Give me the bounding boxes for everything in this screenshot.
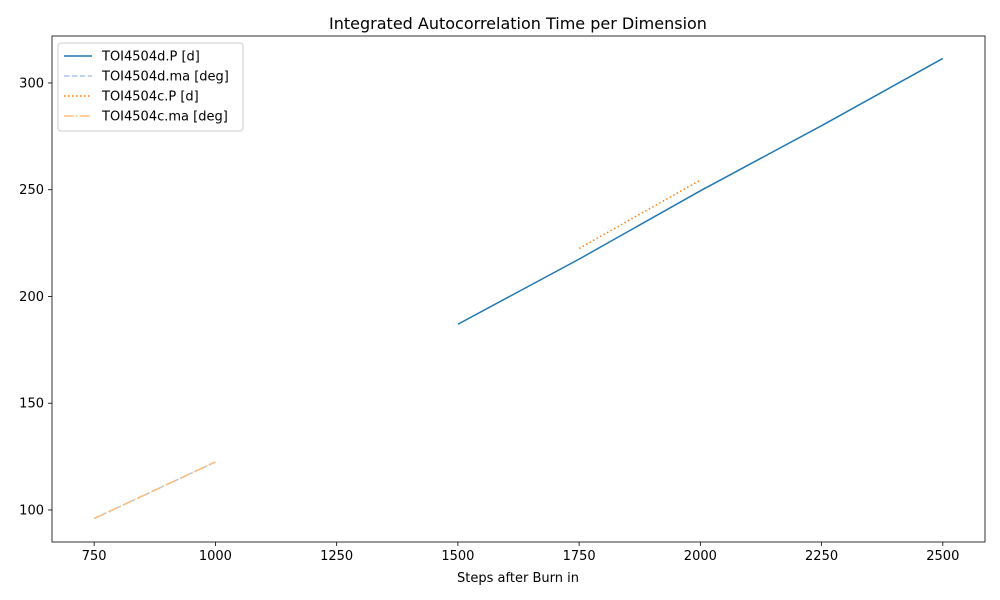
y-tick-label: 250 xyxy=(19,183,44,198)
series-layer xyxy=(93,57,944,520)
legend-label: TOI4504d.P [d] xyxy=(101,50,200,65)
chart-title: Integrated Autocorrelation Time per Dime… xyxy=(329,14,707,33)
x-tick-label: 1000 xyxy=(199,549,232,564)
legend-box xyxy=(57,42,244,132)
axes-layer: 750 1000 1250 1500 1750 2000 2250 2500 100 150 200… xyxy=(19,35,986,564)
legend-label: TOI4504c.P [d] xyxy=(101,90,199,105)
series-line-1 xyxy=(457,57,944,325)
legend: TOI4504d.P [d] TOI4504d.ma [deg] TOI4504c.… xyxy=(57,42,244,132)
x-tick-label: 1250 xyxy=(320,549,353,564)
y-tick-label: 300 xyxy=(19,76,44,91)
x-axis-label: Steps after Burn in xyxy=(457,571,579,586)
x-tick-label: 2500 xyxy=(926,549,959,564)
y-tick-label: 200 xyxy=(19,290,44,305)
x-tick-label: 1500 xyxy=(441,549,474,564)
legend-label: TOI4504d.ma [deg] xyxy=(101,70,229,85)
x-tick-label: 2250 xyxy=(805,549,838,564)
x-tick-label: 750 xyxy=(82,549,107,564)
legend-label: TOI4504c.ma [deg] xyxy=(101,110,228,125)
x-tick-label: 2000 xyxy=(684,549,717,564)
y-tick-label: 150 xyxy=(19,397,44,412)
x-tick-label: 1750 xyxy=(563,549,596,564)
series-line-4 xyxy=(93,461,216,520)
y-tick-label: 100 xyxy=(19,503,44,518)
axes-frame xyxy=(51,35,986,543)
